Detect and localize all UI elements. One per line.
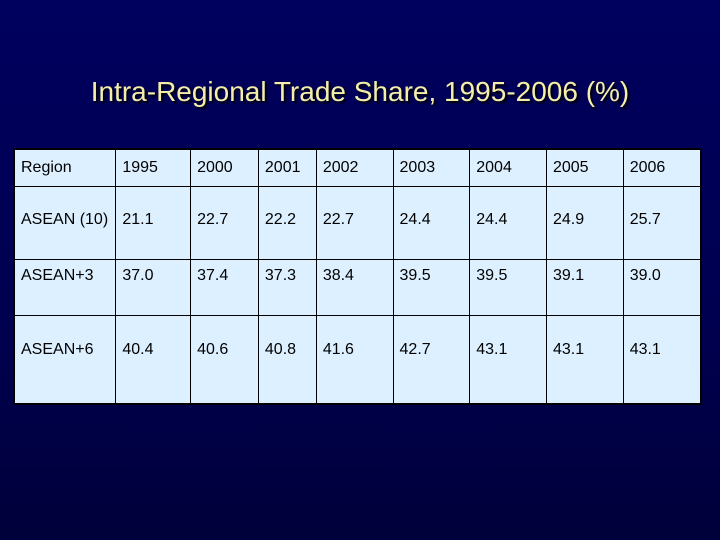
table-cell: 39.5	[392, 259, 471, 316]
header-cell: 2001	[257, 148, 317, 187]
table-cell: 24.4	[392, 186, 471, 260]
header-cell: 2002	[315, 148, 394, 187]
table-cell: 22.7	[315, 186, 394, 260]
table-row: ASEAN+6 40.4 40.6 40.8 41.6 42.7 43.1 43.1 43.1	[13, 315, 702, 404]
table-cell: 37.0	[115, 259, 192, 316]
data-table: Region 1995 2000 2001 2002 2003 2004 2005 2006 AS…	[13, 148, 702, 405]
row-label: ASEAN (10)	[13, 186, 117, 260]
row-label: ASEAN+3	[13, 259, 117, 316]
header-cell: 2000	[190, 148, 259, 187]
table-cell: 37.4	[190, 259, 259, 316]
table-row: ASEAN+3 37.0 37.4 37.3 38.4 39.5 39.5 39.1 39.0	[13, 259, 702, 316]
table-cell: 24.9	[545, 186, 624, 260]
table-cell: 39.5	[469, 259, 547, 316]
header-cell: 2006	[622, 148, 702, 187]
table-cell: 37.3	[257, 259, 317, 316]
header-cell: Region	[13, 148, 117, 187]
table-body: Region 1995 2000 2001 2002 2003 2004 2005 2006 AS…	[13, 148, 702, 404]
header-cell: 1995	[115, 148, 192, 187]
table-cell: 24.4	[469, 186, 547, 260]
table-cell: 22.2	[257, 186, 317, 260]
table-cell: 38.4	[315, 259, 394, 316]
table-cell: 41.6	[315, 315, 394, 404]
table-row: ASEAN (10) 21.1 22.7 22.2 22.7 24.4 24.4 24.9 25…	[13, 186, 702, 260]
table-cell: 21.1	[115, 186, 192, 260]
table-cell: 22.7	[190, 186, 259, 260]
table-cell: 43.1	[622, 315, 702, 404]
table-cell: 43.1	[545, 315, 624, 404]
table-cell: 43.1	[469, 315, 547, 404]
table-cell: 39.0	[622, 259, 702, 316]
table-cell: 25.7	[622, 186, 702, 260]
header-row: Region 1995 2000 2001 2002 2003 2004 2005 2006	[13, 148, 702, 187]
header-cell: 2004	[469, 148, 547, 187]
header-cell: 2005	[545, 148, 624, 187]
table-cell: 42.7	[392, 315, 471, 404]
table-cell: 40.4	[115, 315, 192, 404]
table-cell: 39.1	[545, 259, 624, 316]
table-cell: 40.6	[190, 315, 259, 404]
header-cell: 2003	[392, 148, 471, 187]
table-cell: 40.8	[257, 315, 317, 404]
row-label: ASEAN+6	[13, 315, 117, 404]
slide-title: Intra-Regional Trade Share, 1995-2006 (%…	[90, 76, 630, 107]
